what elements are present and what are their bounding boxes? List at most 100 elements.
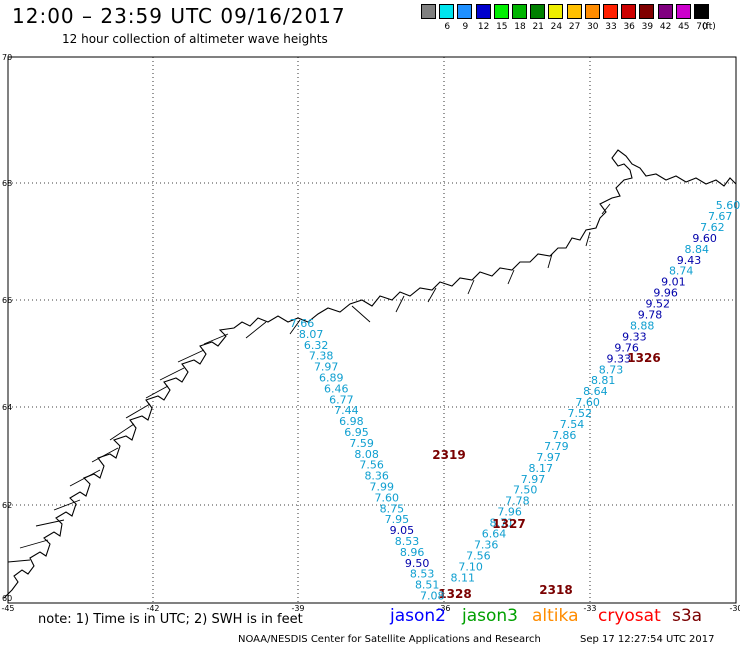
latitude-label: 66 [2, 296, 12, 305]
longitude-label: -30 [729, 604, 740, 613]
coastline-path [3, 149, 737, 599]
legend-swatch [512, 4, 527, 19]
wave-height-value: 8.84 [685, 243, 710, 256]
wave-height-value: 8.07 [299, 328, 324, 341]
wave-height-value: 9.43 [677, 254, 702, 267]
pass-time-label: 1326 [627, 351, 660, 365]
legend-label: 39 [641, 22, 654, 32]
legend-label: 36 [623, 22, 635, 32]
wave-height-value: 6.46 [324, 382, 349, 395]
wave-height-value: 7.60 [575, 396, 600, 409]
wave-height-value: 9.78 [638, 309, 663, 322]
latitude-label: 68 [2, 179, 12, 188]
legend-label: 24 [550, 22, 563, 32]
legend-swatch [439, 4, 455, 19]
legend-swatch [421, 4, 436, 19]
wave-height-value: 7.56 [359, 459, 384, 472]
legend-label: 6 [444, 22, 451, 32]
wave-height-value: 7.52 [568, 407, 593, 420]
legend-swatch [603, 4, 618, 19]
wave-height-value: 7.08 [420, 590, 445, 603]
footer-credit: NOAA/NESDIS Center for Satellite Applica… [238, 634, 541, 645]
longitude-label: -42 [146, 604, 159, 613]
wave-height-value: 7.36 [474, 539, 499, 552]
wave-height-value: 9.33 [622, 330, 647, 343]
wave-height-value: 8.88 [630, 319, 655, 332]
wave-height-value: 7.10 [458, 560, 483, 573]
wave-height-value: 7.86 [552, 429, 577, 442]
wave-height-value: 7.50 [513, 484, 538, 497]
axis-labels: -45 -42 -39 -36 -33 -30 70 68 66 64 62 60 [1, 53, 740, 613]
legend-swatch [457, 4, 473, 19]
latitude-label: 60 [2, 594, 12, 603]
longitude-label: -36 [437, 604, 450, 613]
legend-swatch [530, 4, 546, 19]
wave-height-value: 7.59 [349, 437, 374, 450]
wave-height-value: 9.50 [405, 557, 430, 570]
legend-label: 27 [568, 22, 581, 32]
legend-swatch [694, 4, 709, 19]
wave-height-value: 7.79 [544, 440, 569, 453]
legend-label: 42 [659, 22, 672, 32]
wave-height-value: 7.44 [334, 404, 359, 417]
map-note: note: 1) Time is in UTC; 2) SWH is in fe… [38, 612, 303, 627]
wave-height-value: 6.32 [304, 339, 329, 352]
wave-height-value: 8.71 [490, 517, 515, 530]
latitude-label: 70 [2, 53, 12, 62]
map-gridlines [8, 57, 736, 603]
wave-height-value: 8.75 [380, 502, 405, 515]
legend-swatch [584, 4, 600, 19]
wave-height-value: 8.74 [669, 265, 694, 278]
wave-height-value: 7.99 [370, 481, 395, 494]
wave-height-value: 7.66 [290, 317, 315, 330]
wave-height-value: 8.96 [400, 546, 425, 559]
satellite-s3a: s3a [672, 606, 703, 626]
pass-time-label: 2319 [432, 448, 465, 462]
legend-label: 70 [696, 22, 708, 32]
wave-height-value: 7.96 [497, 506, 522, 519]
wave-height-value: 7.60 [375, 491, 400, 504]
wave-height-value: 8.11 [451, 571, 476, 584]
wave-height-value: 6.77 [329, 393, 354, 406]
wave-height-value: 7.97 [314, 361, 339, 374]
wave-height-value: 7.95 [385, 513, 410, 526]
wave-height-value: 9.52 [646, 298, 671, 311]
wave-height-value: 9.76 [614, 341, 639, 354]
footer-timestamp: Sep 17 12:27:54 UTC 2017 [580, 634, 715, 645]
greenland-coastline [3, 149, 737, 599]
wave-height-value: 9.33 [607, 352, 632, 365]
wave-height-value: 9.96 [653, 287, 678, 300]
wave-height-value: 7.38 [309, 350, 334, 363]
wave-height-value: 9.05 [390, 524, 415, 537]
pass-time-label: 2318 [539, 583, 572, 597]
latitude-label: 64 [2, 403, 12, 412]
wave-height-value: 8.53 [395, 535, 420, 548]
pass-time-label: 1327 [492, 517, 525, 531]
wave-height-value: 8.53 [410, 568, 435, 581]
legend-unit: (ft) [702, 22, 716, 32]
wave-height-value: 7.97 [536, 451, 561, 464]
coastline-fjords [7, 203, 611, 563]
longitude-label: -45 [1, 604, 14, 613]
wave-height-value: 8.36 [364, 470, 389, 483]
legend-label: 18 [514, 22, 526, 32]
legend-label: 30 [587, 22, 599, 32]
satellite-jason2: jason2 [390, 606, 446, 626]
legend-label: 33 [605, 22, 617, 32]
satellite-altika: altika [532, 606, 579, 626]
wave-height-value: 7.78 [505, 495, 530, 508]
legend-swatch [657, 4, 673, 19]
wave-height-value: 8.81 [591, 374, 616, 387]
latitude-label: 62 [2, 501, 12, 510]
wave-height-value: 6.95 [344, 426, 369, 439]
wave-height-value: 6.98 [339, 415, 364, 428]
wave-height-value: 9.60 [692, 232, 717, 245]
legend-swatch [566, 4, 582, 19]
wave-height-value: 6.64 [482, 528, 507, 541]
wave-height-value: 9.01 [661, 276, 686, 289]
wave-height-value: 8.64 [583, 385, 608, 398]
legend-label: 45 [678, 22, 690, 32]
map-frame [7, 56, 737, 604]
wave-height-value: 8.17 [529, 462, 554, 475]
